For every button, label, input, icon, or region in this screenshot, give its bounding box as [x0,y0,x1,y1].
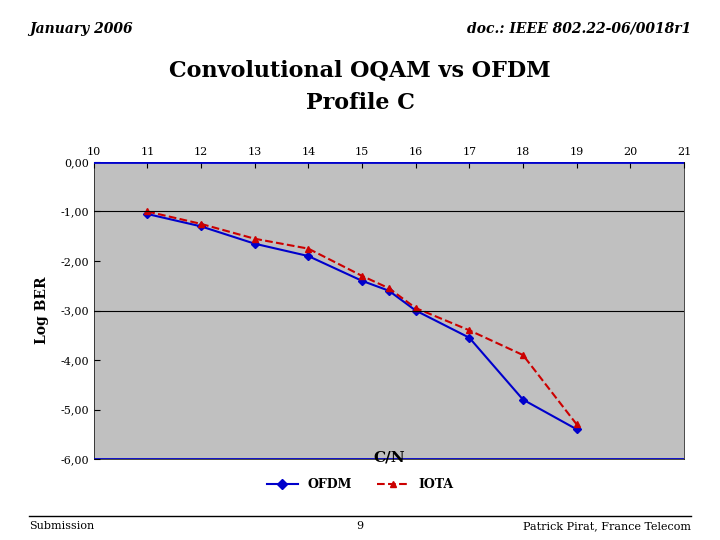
IOTA [358,273,366,279]
OFDM [411,307,420,314]
Line: IOTA: IOTA [145,209,580,427]
IOTA [411,305,420,311]
Line: OFDM: OFDM [145,211,580,432]
OFDM [465,334,474,341]
IOTA [384,285,393,292]
OFDM [518,396,527,403]
IOTA [304,245,312,252]
Text: Patrick Pirat, France Telecom: Patrick Pirat, France Telecom [523,521,691,531]
IOTA [518,352,527,359]
Text: doc.: IEEE 802.22-06/0018r1: doc.: IEEE 802.22-06/0018r1 [467,22,691,36]
OFDM [304,253,312,259]
OFDM [384,287,393,294]
OFDM [143,211,152,217]
IOTA [251,235,259,242]
OFDM [572,426,581,433]
IOTA [197,221,205,227]
IOTA [143,208,152,215]
OFDM [251,240,259,247]
Legend: OFDM, IOTA: OFDM, IOTA [261,473,459,496]
IOTA [465,327,474,334]
IOTA [572,421,581,428]
Text: C/N: C/N [373,451,405,465]
OFDM [358,278,366,284]
Text: Profile C: Profile C [305,92,415,114]
Text: Convolutional OQAM vs OFDM: Convolutional OQAM vs OFDM [169,59,551,82]
OFDM [197,223,205,230]
Y-axis label: Log BER: Log BER [35,276,49,345]
Text: January 2006: January 2006 [29,22,132,36]
Text: Submission: Submission [29,521,94,531]
Text: 9: 9 [356,521,364,531]
